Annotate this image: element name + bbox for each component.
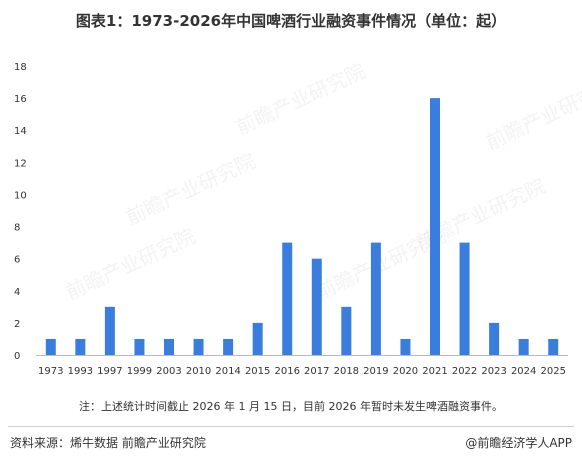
bar-2023 <box>489 322 500 355</box>
x-tick-label: 2023 <box>481 366 506 377</box>
y-tick-label: 2 <box>14 319 20 330</box>
chart-title: 图表1：1973-2026年中国啤酒行业融资事件情况（单位：起） <box>75 12 507 30</box>
bar-2019 <box>370 242 381 355</box>
bar-1993 <box>75 338 86 355</box>
bar-2010 <box>193 338 204 355</box>
x-tick-label: 2021 <box>422 366 447 377</box>
x-tick-label: 1997 <box>97 366 122 377</box>
x-tick-label: 2020 <box>393 366 418 377</box>
footer-divider <box>8 426 574 427</box>
bar-2015 <box>252 322 263 355</box>
x-tick-label: 2016 <box>274 366 299 377</box>
brand-credit: @前瞻经济学人APP <box>465 436 572 450</box>
x-tick-label: 2018 <box>334 366 359 377</box>
y-axis-ticks: 0 2 4 6 8 10 12 14 16 18 <box>14 62 27 362</box>
bar-2020 <box>400 338 411 355</box>
x-tick-label: 1993 <box>68 366 93 377</box>
bar-2017 <box>311 258 322 355</box>
y-tick-label: 12 <box>14 158 27 169</box>
chart-note: 注：上述统计时间截止 2026 年 1 月 15 日，目前 2026 年暂时未发… <box>79 400 503 413</box>
bar-2021 <box>430 98 440 355</box>
watermark-text: 前瞻产业研究院 <box>232 59 369 140</box>
bar-2025 <box>548 338 559 355</box>
bar-2018 <box>341 306 352 355</box>
bar-1973 <box>45 338 56 355</box>
x-tick-label: 2014 <box>215 366 240 377</box>
data-source: 资料来源：烯牛数据 前瞻产业研究院 <box>10 436 206 450</box>
x-tick-label: 2022 <box>452 366 477 377</box>
bar-chart: 前瞻产业研究院前瞻产业研究院前瞻产业研究院前瞻产业研究院前瞻产业研究院前瞻产业研… <box>14 59 582 377</box>
y-tick-label: 6 <box>14 255 20 266</box>
x-tick-label: 2017 <box>304 366 329 377</box>
bar-2014 <box>223 338 234 355</box>
x-axis-ticks: 1973 1993 1997 1999 2003 2010 2014 2015 2016 2017… <box>38 366 566 377</box>
bars <box>45 98 559 355</box>
bar-2016 <box>282 242 293 355</box>
y-tick-label: 10 <box>14 190 27 201</box>
x-tick-label: 2025 <box>540 366 565 377</box>
watermark-layer: 前瞻产业研究院前瞻产业研究院前瞻产业研究院前瞻产业研究院前瞻产业研究院前瞻产业研… <box>62 59 582 305</box>
y-tick-label: 0 <box>14 351 20 362</box>
watermark-text: 前瞻产业研究院 <box>62 224 199 305</box>
bar-2022 <box>459 242 470 355</box>
x-tick-label: 2019 <box>363 366 388 377</box>
y-tick-label: 4 <box>14 287 20 298</box>
x-tick-label: 2003 <box>156 366 181 377</box>
x-tick-label: 2015 <box>245 366 270 377</box>
bar-1999 <box>134 338 145 355</box>
bar-2003 <box>164 338 174 355</box>
x-tick-label: 1999 <box>127 366 152 377</box>
watermark-text: 前瞻产业研究院 <box>122 149 259 230</box>
x-tick-label: 2024 <box>511 366 536 377</box>
y-tick-label: 14 <box>14 126 27 137</box>
y-tick-label: 8 <box>14 223 20 234</box>
watermark-text: 前瞻产业研究院 <box>482 74 582 155</box>
x-tick-label: 2010 <box>186 366 211 377</box>
bar-2024 <box>518 338 529 355</box>
bar-1997 <box>104 306 115 355</box>
y-tick-label: 16 <box>14 94 27 105</box>
y-tick-label: 18 <box>14 62 27 73</box>
x-tick-label: 1973 <box>38 366 63 377</box>
